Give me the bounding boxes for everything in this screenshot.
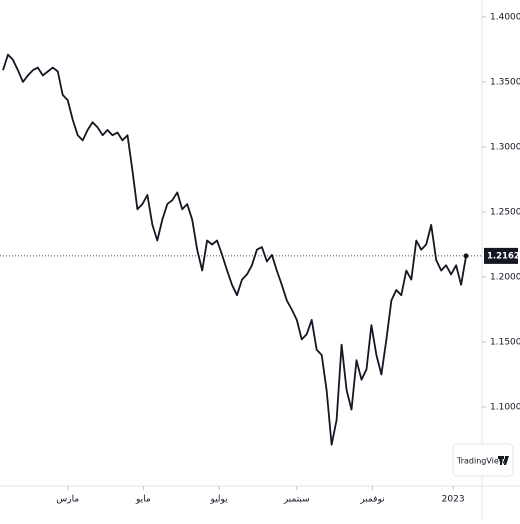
x-tick-label: سبتمبر — [283, 495, 310, 505]
price-line — [2, 53, 467, 446]
y-tick-label: 1.40000 — [490, 12, 520, 22]
y-tick-label: 1.25000 — [490, 207, 520, 217]
x-tick-label: نوفمبر — [359, 495, 384, 505]
x-tick-label: 2023 — [442, 495, 465, 505]
last-price-box — [484, 247, 518, 264]
y-tick-label: 1.10000 — [490, 402, 520, 412]
y-tick-label: 1.20000 — [490, 272, 520, 282]
watermark-box[interactable] — [452, 443, 514, 477]
y-tick-label: 1.35000 — [490, 77, 520, 87]
x-tick-label: يوليو — [209, 495, 228, 505]
watermark[interactable]: TradingView — [456, 457, 506, 466]
last-price-label: 1.21620 — [487, 251, 520, 261]
x-tick-label: مارس — [56, 495, 79, 505]
y-tick-label: 1.15000 — [490, 337, 520, 347]
x-tick-label: مايو — [135, 495, 151, 505]
y-tick-label: 1.30000 — [490, 142, 520, 152]
last-point — [463, 253, 469, 259]
logo[interactable] — [498, 456, 509, 465]
